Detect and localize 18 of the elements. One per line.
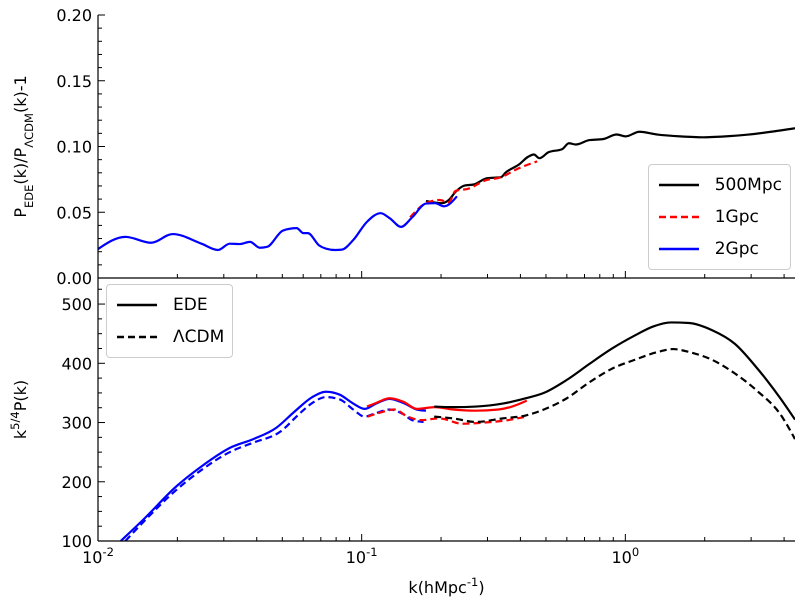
x-tick-label: 10$^{0}$ xyxy=(611,545,640,567)
y-tick-label: 0.15 xyxy=(56,72,92,91)
y-tick-label: 0.00 xyxy=(56,269,92,288)
legend-label: 500Mpc xyxy=(714,175,782,195)
y-tick-label: 300 xyxy=(61,414,92,433)
y-tick-label: 500 xyxy=(61,295,92,314)
legend-label: ΛCDM xyxy=(173,327,224,347)
y-tick-label: 200 xyxy=(61,472,92,492)
legend-label: EDE xyxy=(173,295,208,315)
y-tick-label: 400 xyxy=(61,354,92,374)
y-tick-label: 0.20 xyxy=(56,6,92,25)
y-tick-label: 0.10 xyxy=(56,138,92,156)
y-tick-label: 100 xyxy=(61,532,92,551)
legend-label: 2Gpc xyxy=(714,239,759,259)
legend-label: 1Gpc xyxy=(714,207,759,227)
x-axis-title: k(hMpc$^{-1}$) xyxy=(408,575,485,597)
x-tick-label: 10$^{-1}$ xyxy=(346,545,378,567)
y-tick-label: 0.05 xyxy=(56,203,92,222)
